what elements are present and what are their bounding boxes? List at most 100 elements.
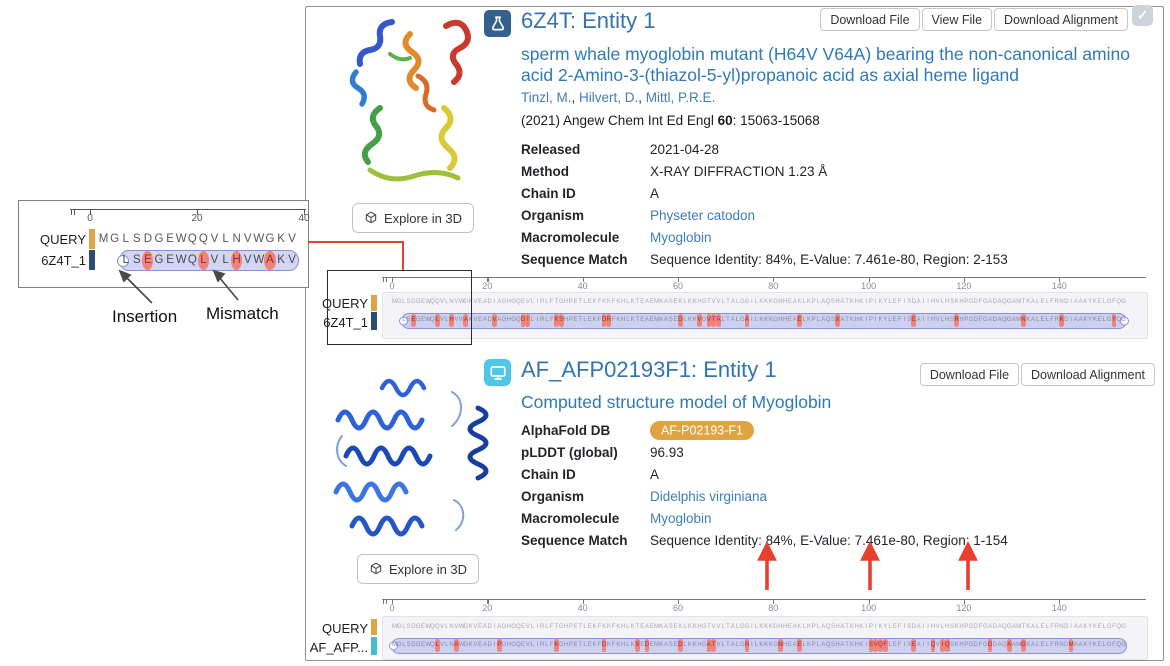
entry1-query-row-label: QUERY: [322, 296, 368, 311]
metadata-row: Released 2021-04-28: [521, 138, 1008, 160]
metadata-label: Sequence Match: [521, 251, 628, 267]
entry1-alignment-ruler: 0 20 40 60 80 100 120 140: [382, 277, 1146, 291]
flask-experimental-structure-icon: [484, 10, 511, 37]
entry1-subject-row-label: 6Z4T_1: [323, 315, 368, 330]
metadata-value: Sequence Identity: 84%, E-Value: 7.461e-…: [650, 251, 1008, 267]
entry1-metadata-table: Released 2021-04-28 Method X-RAY DIFFRACTIO…: [521, 138, 1008, 270]
entry1-title: 6Z4T: Entity 1: [521, 8, 656, 33]
ruler-tick-label: 80: [768, 603, 779, 613]
metadata-label: Method: [521, 163, 569, 179]
entry2-subtitle[interactable]: Computed structure model of Myoglobin: [521, 392, 832, 412]
entry1-button-group: Download File View File Download Alignment: [820, 8, 1128, 31]
download-alignment-button[interactable]: Download Alignment: [994, 8, 1128, 31]
metadata-label: Chain ID: [521, 466, 576, 482]
citation-pages: : 15063-15068: [732, 113, 820, 128]
metadata-value: A: [650, 466, 660, 482]
csm-track-chip: [371, 637, 377, 655]
metadata-label: pLDDT (global): [521, 444, 618, 460]
metadata-value: X-RAY DIFFRACTION 1.23 Å: [650, 163, 828, 179]
cube-3d-icon: [365, 211, 377, 224]
entry1-description[interactable]: sperm whale myoglobin mutant (H64V V64A)…: [521, 44, 1130, 85]
metadata-value[interactable]: Physeter catodon: [650, 207, 756, 223]
right-terminus-cap: [1119, 316, 1129, 326]
download-file-button[interactable]: Download File: [820, 8, 920, 31]
entry1-explore-3d-button[interactable]: Explore in 3D: [352, 203, 475, 233]
insertion-annotation-label: Insertion: [112, 307, 178, 326]
ruler-tick-label: 0: [87, 213, 93, 224]
metadata-label: Macromolecule: [521, 229, 620, 245]
metadata-row: Organism Physeter catodon: [521, 204, 1008, 226]
metadata-row: Sequence Match Sequence Identity: 84%, E-…: [521, 529, 1008, 551]
ruler-tick-label: 80: [768, 281, 779, 291]
download-file-button[interactable]: Download File: [919, 363, 1020, 386]
entry2-explore-3d-button[interactable]: Explore in 3D: [357, 554, 480, 584]
pdb-track-chip: [89, 250, 95, 270]
ruler-tick-label: 140: [1051, 603, 1067, 613]
metadata-label: AlphaFold DB: [521, 422, 611, 438]
entry2-alignment-ruler: 0 20 40 60 80 100 120 140: [382, 599, 1146, 613]
ruler-tick-label: 120: [956, 603, 972, 613]
ruler-tick-label: 20: [482, 603, 493, 613]
left-terminus-cap: [117, 254, 130, 267]
download-alignment-button[interactable]: Download Alignment: [1021, 363, 1155, 386]
inset-subject-row-label: 6Z4T_1: [41, 253, 86, 268]
metadata-label: Sequence Match: [521, 532, 628, 548]
metadata-value[interactable]: Myoglobin: [650, 510, 712, 526]
alignment-zoom-inset: [18, 200, 309, 288]
author-link[interactable]: Hilvert, D.: [579, 90, 639, 105]
ruler-tick-label: 20: [482, 281, 493, 291]
query-track-chip: [371, 295, 377, 311]
entry2-structure-thumbnail[interactable]: [322, 372, 502, 556]
ruler-tick-label: 40: [577, 281, 588, 291]
entry2-query-row-label: QUERY: [322, 621, 368, 636]
citation-prefix: (2021) Angew Chem Int Ed Engl: [521, 113, 718, 128]
entry1-structure-thumbnail[interactable]: [326, 12, 484, 200]
entry1-checkbox[interactable]: ✓: [1132, 5, 1153, 26]
metadata-row: Macromolecule Myoglobin: [521, 507, 1008, 529]
metadata-value: A: [650, 185, 660, 201]
entry2-metadata-table: AlphaFold DB AF-P02193-F1 pLDDT (global) 96…: [521, 419, 1008, 551]
cube-3d-icon: [370, 562, 382, 575]
left-terminus-cap: [389, 641, 398, 651]
metadata-value: 2021-04-28: [650, 141, 720, 157]
ruler-tick-label: 0: [389, 603, 395, 613]
metadata-value[interactable]: Myoglobin: [650, 229, 712, 245]
left-terminus-cap: [398, 316, 408, 326]
ruler-tick-label: 20: [191, 213, 203, 224]
metadata-row: Sequence Match Sequence Identity: 84%, E-…: [521, 248, 1008, 270]
metadata-value[interactable]: Didelphis virginiana: [650, 488, 768, 504]
entry1-citation: (2021) Angew Chem Int Ed Engl 60: 15063-…: [521, 113, 820, 128]
view-file-button[interactable]: View File: [921, 8, 993, 31]
ruler-tick-label: 60: [672, 281, 683, 291]
metadata-row: Chain ID A: [521, 463, 1008, 485]
metadata-value: 96.93: [650, 444, 684, 460]
explore-3d-label: Explore in 3D: [384, 210, 463, 226]
metadata-value: Sequence Identity: 84%, E-Value: 7.461e-…: [650, 532, 1008, 548]
aligned-region-bar: [117, 250, 299, 271]
ruler-tick-label: 140: [1051, 281, 1067, 291]
metadata-label: Released: [521, 141, 581, 157]
metadata-row: pLDDT (global) 96.93: [521, 441, 1008, 463]
entry1-authors: Tinzl, M., Hilvert, D., Mittl, P.R.E.: [521, 90, 716, 105]
ruler-tick-label: 100: [861, 603, 877, 613]
entry2-button-group: Download File Download Alignment: [919, 363, 1155, 386]
mismatch-annotation-label: Mismatch: [206, 304, 279, 323]
ruler-tick-label: 60: [672, 603, 683, 613]
alphafold-db-badge[interactable]: AF-P02193-F1: [650, 421, 754, 440]
ruler-tick-label: 40: [298, 213, 310, 224]
metadata-label: Macromolecule: [521, 510, 620, 526]
entry2-subject-row-label: AF_AFP...: [309, 640, 368, 655]
citation-volume: 60: [717, 113, 733, 128]
author-link[interactable]: Tinzl, M.: [521, 90, 572, 105]
explore-3d-label: Explore in 3D: [389, 561, 468, 577]
ruler-tick-label: 100: [861, 281, 877, 291]
metadata-row: AlphaFold DB AF-P02193-F1: [521, 419, 1008, 441]
metadata-label: Organism: [521, 207, 585, 223]
metadata-label: Chain ID: [521, 185, 576, 201]
ruler-tick-label: 0: [389, 281, 395, 291]
metadata-row: Method X-RAY DIFFRACTION 1.23 Å: [521, 160, 1008, 182]
author-link[interactable]: Mittl, P.R.E.: [645, 90, 716, 105]
metadata-row: Macromolecule Myoglobin: [521, 226, 1008, 248]
metadata-value: AF-P02193-F1: [650, 421, 754, 440]
ruler-tick-label: 40: [577, 603, 588, 613]
